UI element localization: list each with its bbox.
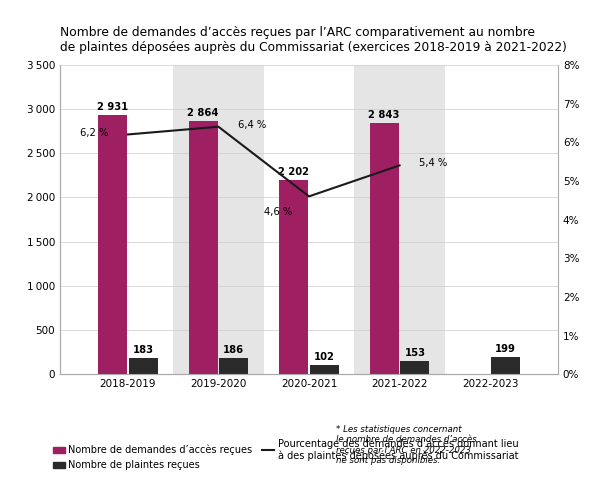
Bar [83, 65, 173, 374]
Text: 6,2 %: 6,2 % [80, 128, 108, 138]
Bar [129, 358, 158, 374]
Bar [370, 123, 398, 374]
Text: 2 864: 2 864 [187, 108, 219, 118]
Bar [310, 365, 339, 374]
Bar [354, 65, 445, 374]
Text: 2 931: 2 931 [97, 102, 128, 112]
Text: 4,6 %: 4,6 % [265, 207, 293, 217]
Bar [220, 358, 248, 374]
Text: 2 202: 2 202 [278, 167, 309, 177]
Text: 153: 153 [404, 348, 425, 358]
Bar [491, 357, 520, 374]
Bar [173, 65, 264, 374]
Bar [188, 121, 218, 374]
Bar [279, 180, 308, 374]
Legend: Nombre de demandes d’accès reçues, Nombre de plaintes reçues, Pourcentage des de: Nombre de demandes d’accès reçues, Nombr… [53, 438, 518, 470]
Text: 2 843: 2 843 [368, 110, 400, 120]
Bar [445, 65, 535, 374]
Text: 199: 199 [495, 344, 516, 354]
Text: 5,4 %: 5,4 % [419, 158, 448, 168]
Text: 186: 186 [223, 345, 244, 355]
Text: * Les statistiques concernant
le nombre de demandes d’accès
reçues par l’ARC en : * Les statistiques concernant le nombre … [336, 425, 476, 465]
Bar [98, 115, 127, 374]
Text: 6,4 %: 6,4 % [238, 120, 266, 130]
Text: 183: 183 [133, 345, 154, 355]
Bar [264, 65, 354, 374]
Text: Nombre de demandes d’accès reçues par l’ARC comparativement au nombre
de plainte: Nombre de demandes d’accès reçues par l’… [60, 26, 567, 54]
Text: 102: 102 [314, 352, 335, 362]
Bar [400, 361, 430, 374]
